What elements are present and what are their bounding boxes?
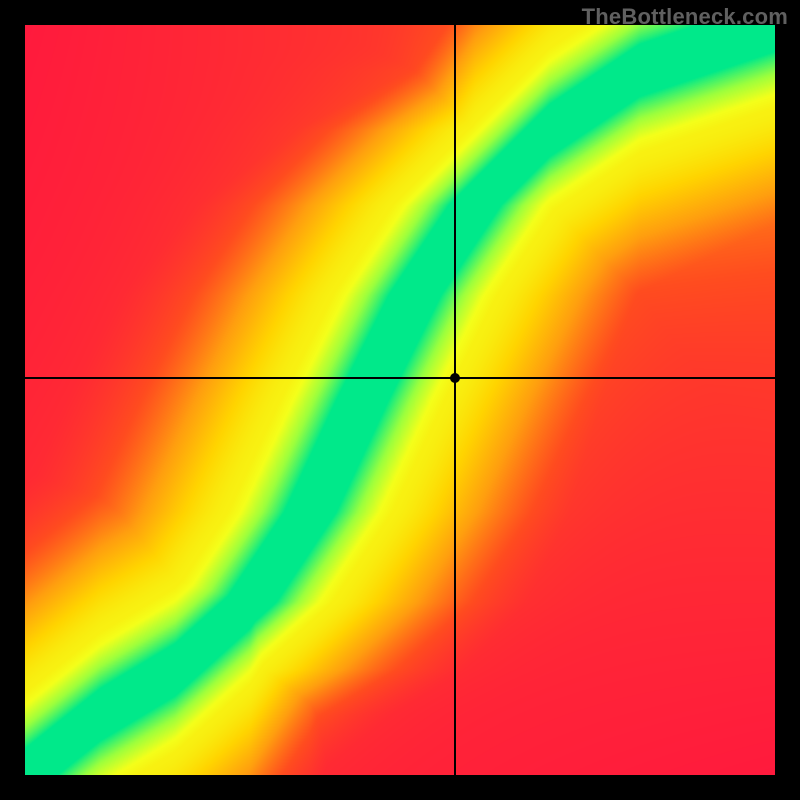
crosshair-dot — [450, 373, 460, 383]
plot-area — [25, 25, 775, 775]
watermark-text: TheBottleneck.com — [582, 4, 788, 30]
crosshair-vertical — [454, 25, 456, 775]
chart-container: TheBottleneck.com — [0, 0, 800, 800]
heatmap-canvas — [25, 25, 775, 775]
crosshair-horizontal — [25, 377, 775, 379]
